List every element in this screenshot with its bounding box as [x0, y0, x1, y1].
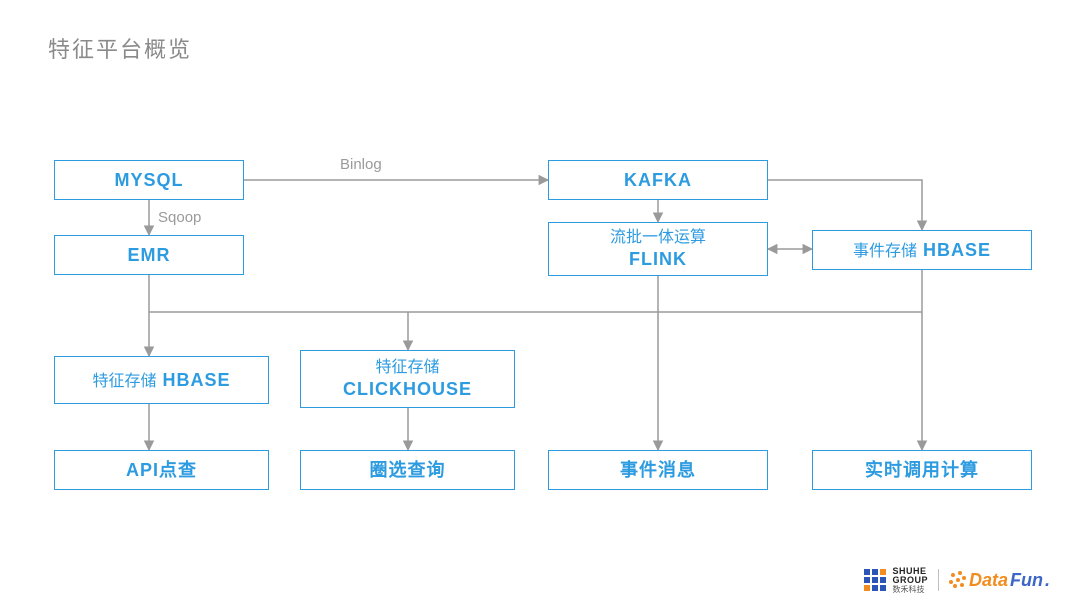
shuhe-mark-icon — [864, 569, 886, 591]
node-circle: 圈选查询 — [300, 450, 515, 490]
datafun-dots-icon — [949, 571, 967, 589]
datafun-dot: . — [1045, 570, 1050, 591]
page-title: 特征平台概览 — [48, 32, 192, 64]
node-kafka: KAFKA — [548, 160, 768, 200]
datafun-part2: Fun — [1010, 570, 1043, 591]
node-api: API点查 — [54, 450, 269, 490]
shuhe-logo: SHUHE GROUP 数禾科技 — [864, 567, 928, 594]
node-emr: EMR — [54, 235, 244, 275]
node-ehbase: 事件存储HBASE — [812, 230, 1032, 270]
node-mysql: MYSQL — [54, 160, 244, 200]
shuhe-line3: 数禾科技 — [892, 586, 928, 594]
node-realtime: 实时调用计算 — [812, 450, 1032, 490]
edges-layer — [0, 0, 1080, 608]
logo-divider — [938, 569, 939, 591]
node-clickhouse: 特征存储CLICKHOUSE — [300, 350, 515, 408]
shuhe-text: SHUHE GROUP 数禾科技 — [892, 567, 928, 594]
node-eventmsg: 事件消息 — [548, 450, 768, 490]
footer-logos: SHUHE GROUP 数禾科技 DataFun. — [864, 567, 1050, 594]
edge-label-binlog: Binlog — [340, 156, 382, 173]
datafun-logo: DataFun. — [949, 570, 1050, 591]
edge-label-sqoop: Sqoop — [158, 209, 201, 226]
datafun-part1: Data — [969, 570, 1008, 591]
edge-kafka-right-down — [768, 180, 922, 230]
node-fhbase: 特征存储HBASE — [54, 356, 269, 404]
node-flink: 流批一体运算FLINK — [548, 222, 768, 276]
